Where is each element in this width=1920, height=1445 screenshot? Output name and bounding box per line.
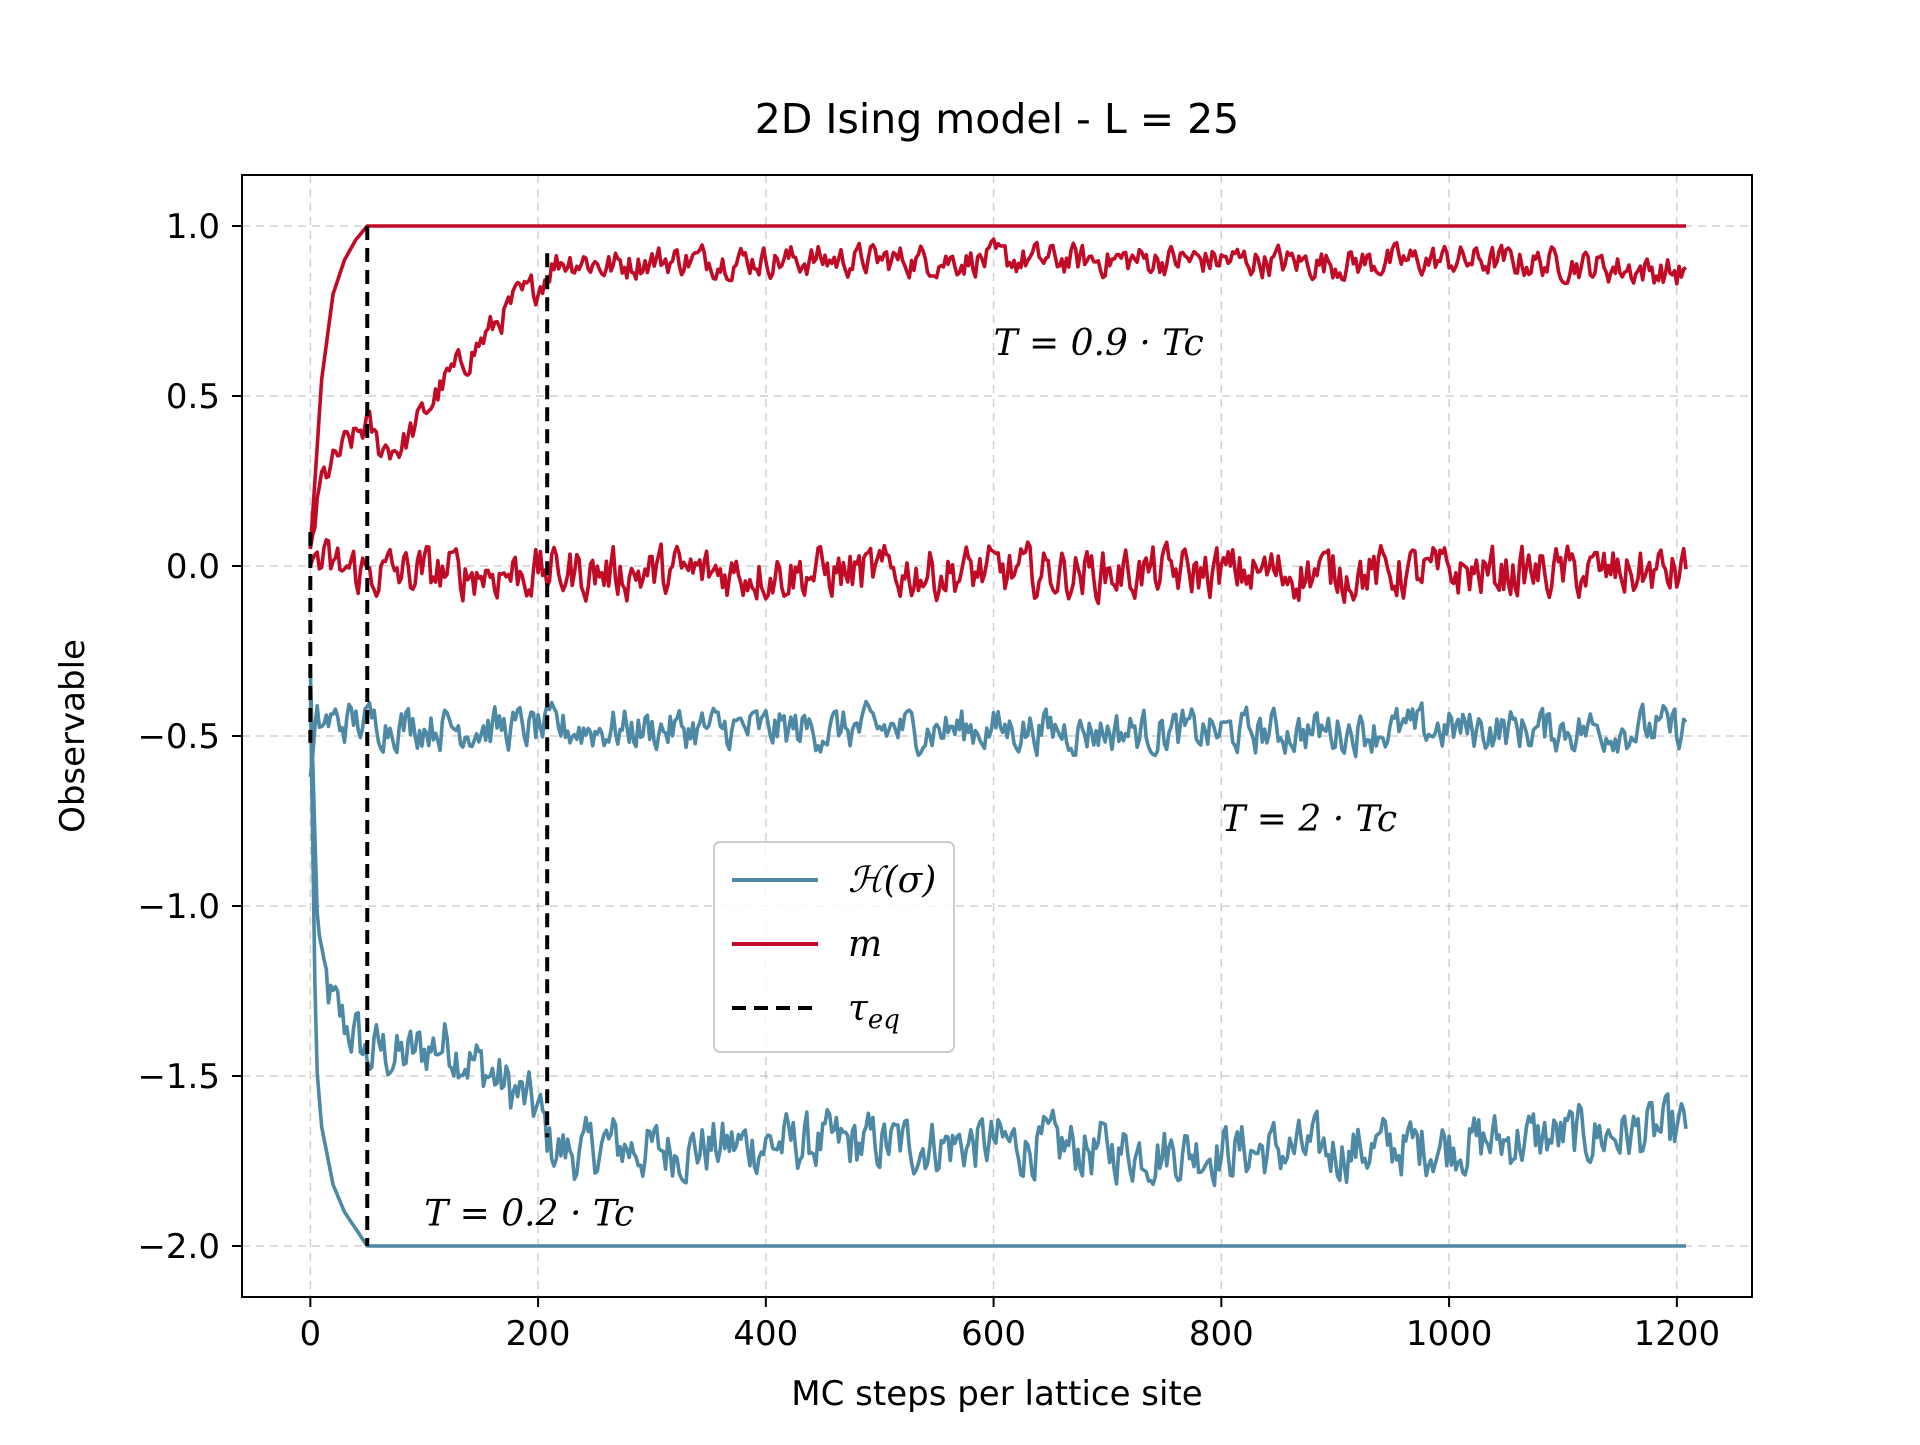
temperature-annotation: T = 2 · Tc bbox=[1221, 799, 1397, 840]
series-layer bbox=[308, 224, 1688, 1248]
x-tick-label: 400 bbox=[733, 1314, 798, 1354]
legend-box bbox=[713, 841, 955, 1053]
magnetization-series-line bbox=[308, 224, 1686, 550]
y-tick-label: −1.0 bbox=[137, 887, 220, 927]
x-tick-label: 0 bbox=[300, 1314, 322, 1354]
legend-label-energy: ℋ(σ) bbox=[848, 860, 936, 901]
y-axis-title: Observable bbox=[53, 639, 93, 833]
y-tick-label: −2.0 bbox=[137, 1227, 220, 1267]
x-tick-label: 800 bbox=[1189, 1314, 1254, 1354]
legend: ℋ(σ) m τeq bbox=[713, 841, 955, 1053]
x-axis-title: MC steps per lattice site bbox=[791, 1374, 1202, 1414]
y-tick-label: 0.0 bbox=[166, 547, 220, 587]
temperature-annotation: T = 0.9 · Tc bbox=[994, 323, 1204, 364]
magnetization-series-line bbox=[308, 538, 1688, 606]
grid bbox=[242, 175, 1752, 1297]
y-tick-label: −0.5 bbox=[137, 717, 220, 757]
chart-title: 2D Ising model - L = 25 bbox=[755, 95, 1240, 143]
x-tick-label: 1200 bbox=[1634, 1314, 1721, 1354]
energy-series-line bbox=[308, 684, 1686, 1248]
legend-label-magnetization: m bbox=[848, 924, 882, 965]
magnetization-series-line bbox=[308, 237, 1688, 550]
y-tick-label: 0.5 bbox=[166, 377, 220, 417]
tau-eq-layer bbox=[308, 226, 550, 1246]
x-tick-label: 600 bbox=[961, 1314, 1026, 1354]
y-tick-label: −1.5 bbox=[137, 1057, 220, 1097]
temperature-annotations: T = 0.9 · Tc T = 2 · Tc T = 0.2 · Tc bbox=[424, 323, 1397, 1234]
x-tick-label: 1000 bbox=[1406, 1314, 1493, 1354]
x-tick-label: 200 bbox=[506, 1314, 571, 1354]
energy-series-line bbox=[308, 699, 1688, 778]
temperature-annotation: T = 0.2 · Tc bbox=[424, 1194, 634, 1235]
legend-label-tau-eq: τeq bbox=[848, 988, 900, 1035]
energy-series-line bbox=[308, 667, 1688, 1188]
y-tick-label: 1.0 bbox=[166, 207, 220, 247]
axis-ticks: 0 200 400 600 800 1000 1200 1.0 0.5 0.0 −0.5 −1.0 −1… bbox=[137, 207, 1720, 1354]
